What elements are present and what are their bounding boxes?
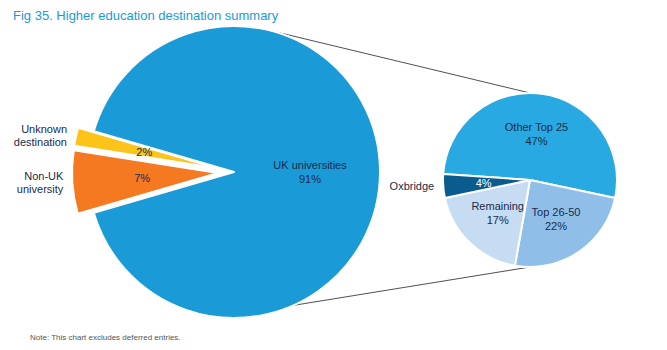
svg-text:47%: 47% xyxy=(525,135,547,147)
svg-text:17%: 17% xyxy=(487,214,509,226)
svg-text:Other Top 25: Other Top 25 xyxy=(505,121,568,133)
svg-text:Fig 35. Higher education desti: Fig 35. Higher education destination sum… xyxy=(13,8,279,23)
svg-text:UK universities: UK universities xyxy=(273,159,347,171)
svg-text:22%: 22% xyxy=(545,220,567,232)
svg-text:91%: 91% xyxy=(299,173,321,185)
svg-text:7%: 7% xyxy=(134,172,150,184)
svg-text:Note: This chart excludes defe: Note: This chart excludes deferred entri… xyxy=(30,333,181,342)
svg-text:destination: destination xyxy=(14,136,67,148)
svg-text:Top 26-50: Top 26-50 xyxy=(532,206,581,218)
svg-text:Unknown: Unknown xyxy=(21,123,67,135)
svg-text:university: university xyxy=(17,183,64,195)
svg-text:2%: 2% xyxy=(136,146,152,158)
svg-text:Remaining: Remaining xyxy=(471,200,524,212)
svg-text:4%: 4% xyxy=(476,177,492,189)
svg-text:Non-UK: Non-UK xyxy=(24,170,64,182)
svg-text:Oxbridge: Oxbridge xyxy=(390,180,435,192)
